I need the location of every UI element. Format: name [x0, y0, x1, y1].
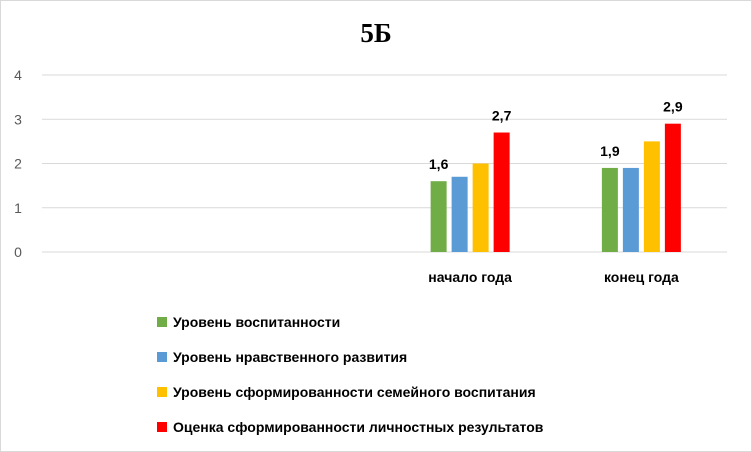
y-tick-label: 3	[14, 111, 22, 127]
data-label: 1,9	[600, 143, 620, 159]
bar	[451, 176, 468, 252]
bar	[643, 141, 660, 252]
x-tick-label: конец года	[604, 269, 679, 285]
data-label: 2,7	[492, 108, 512, 124]
bar	[664, 123, 681, 252]
chart-title: 5Б	[360, 18, 392, 48]
legend-label: Уровень воспитанности	[173, 313, 341, 330]
legend-item: Уровень сформированности семейного воспи…	[157, 374, 543, 409]
y-tick-label: 1	[14, 200, 22, 216]
bar	[622, 167, 639, 252]
legend-label: Уровень нравственного развития	[173, 348, 408, 365]
bar	[430, 181, 447, 252]
y-tick-label: 4	[14, 67, 22, 83]
legend-item: Оценка сформированности личностных резул…	[157, 409, 543, 444]
legend-swatch	[157, 421, 167, 432]
chart-plot-area: 0 1 2 3 4 начало года конец года 1,6 2,7 1,9 2,9	[14, 67, 727, 285]
x-tick-label: начало года	[428, 269, 512, 285]
legend-swatch	[157, 351, 167, 362]
legend-label: Уровень сформированности семейного воспи…	[173, 383, 536, 400]
chart-legend: Уровень воспитанности Уровень нравственн…	[157, 304, 543, 444]
legend-swatch	[157, 386, 167, 397]
legend-item: Уровень нравственного развития	[157, 339, 543, 374]
bar	[472, 163, 489, 252]
bar	[601, 167, 618, 252]
bar	[493, 132, 510, 252]
y-tick-label: 0	[14, 244, 22, 260]
y-tick-label: 2	[14, 156, 22, 172]
data-label: 2,9	[663, 99, 683, 115]
data-label: 1,6	[429, 156, 449, 172]
legend-label: Оценка сформированности личностных резул…	[173, 418, 544, 435]
legend-swatch	[157, 316, 167, 327]
legend-item: Уровень воспитанности	[157, 304, 543, 339]
